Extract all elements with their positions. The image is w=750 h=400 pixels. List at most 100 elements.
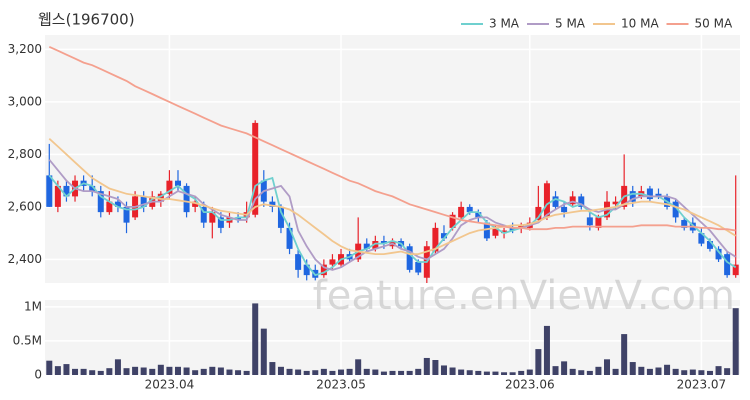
volume-bar (269, 362, 276, 375)
volume-bar (681, 370, 688, 375)
volume-bar (706, 370, 713, 375)
candle-body (483, 222, 490, 239)
volume-bar (646, 368, 653, 375)
candle-body (329, 259, 336, 265)
candle-body (724, 254, 731, 276)
candle-body (646, 188, 653, 200)
candle-body (114, 201, 121, 207)
volume-bar (63, 364, 70, 375)
volume-bar (329, 370, 336, 375)
candle-body (209, 212, 216, 223)
legend-label: 50 MA (695, 17, 733, 31)
candle-body (235, 217, 242, 221)
candle-body (106, 201, 113, 213)
volume-bar (483, 371, 490, 375)
volume-bar (338, 369, 345, 375)
volume-bar (200, 368, 207, 375)
volume-bar (466, 370, 473, 375)
volume-bar (123, 368, 130, 375)
candle-body (97, 191, 104, 213)
volume-bar (46, 360, 53, 375)
volume-bar (398, 370, 405, 375)
candle-body (140, 196, 147, 207)
volume-bar (586, 370, 593, 375)
y-tick-label: 3,000 (8, 94, 42, 108)
volume-bar (380, 371, 387, 375)
candle-body (672, 201, 679, 218)
volume-bar (286, 368, 293, 375)
volume-bar (569, 368, 576, 375)
volume-bar (389, 370, 396, 375)
volume-bar (621, 334, 628, 375)
candle-body (192, 201, 199, 207)
volume-tick-label: 0.5M (13, 333, 42, 347)
volume-bar (312, 370, 319, 375)
volume-bar (192, 370, 199, 375)
volume-bar (698, 370, 705, 375)
candle-body (372, 241, 379, 249)
volume-bar (509, 372, 516, 375)
volume-bar (715, 366, 722, 375)
candle-body (561, 206, 568, 213)
volume-bar (132, 366, 139, 375)
volume-bar (449, 367, 456, 375)
volume-bar (80, 368, 87, 375)
volume-bar (655, 367, 662, 375)
candle-body (475, 212, 482, 218)
candle-body (698, 233, 705, 244)
candle-body (320, 264, 327, 276)
candle-body (732, 264, 739, 276)
volume-bar (595, 366, 602, 375)
volume-bar (277, 366, 284, 375)
candle-body (166, 180, 173, 194)
volume-bar (552, 366, 559, 375)
volume-bar (183, 367, 190, 375)
watermark: feature.enViewV.com (313, 273, 735, 319)
candle-body (157, 193, 164, 202)
volume-bar (432, 360, 439, 375)
legend-label: 10 MA (621, 17, 659, 31)
candle-body (440, 233, 447, 239)
volume-bar (243, 370, 250, 375)
candle-body (578, 196, 585, 207)
candle-body (303, 264, 310, 276)
candle-body (655, 193, 662, 197)
candle-body (706, 241, 713, 249)
candle-body (269, 201, 276, 207)
y-tick-label: 2,800 (8, 147, 42, 161)
legend: 3 MA 5 MA 10 MA 50 MA (461, 17, 733, 31)
volume-bar (543, 325, 550, 375)
candle-body (595, 217, 602, 228)
candle-body (715, 248, 722, 260)
candle-body (552, 196, 559, 207)
volume-bar (612, 368, 619, 375)
volume-bar (166, 366, 173, 375)
candle-body (183, 185, 190, 213)
candle-body (46, 175, 53, 207)
volume-bar (672, 368, 679, 375)
candle-body (612, 201, 619, 205)
volume-bar (604, 359, 611, 375)
candle-body (380, 241, 387, 244)
x-tick-label: 2023.05 (316, 378, 366, 392)
candle-body (543, 183, 550, 218)
volume-bar (363, 368, 370, 375)
candle-body (54, 185, 61, 207)
candle-body (458, 206, 465, 218)
volume-bar (732, 308, 739, 375)
ma-line (48, 45, 736, 232)
volume-bar (303, 370, 310, 375)
volume-bar (346, 368, 353, 375)
volume-bar (235, 370, 242, 375)
candle-body (492, 227, 499, 236)
candle-body (406, 246, 413, 270)
volume-bar (724, 368, 731, 375)
volume-tick-label: 1M (24, 299, 42, 313)
candle-body (535, 206, 542, 221)
volume-bar (372, 369, 379, 375)
volume-bar (140, 367, 147, 375)
volume-bar (526, 369, 533, 375)
volume-bar (97, 370, 104, 375)
candle-body (449, 214, 456, 228)
volume-bar (440, 365, 447, 375)
